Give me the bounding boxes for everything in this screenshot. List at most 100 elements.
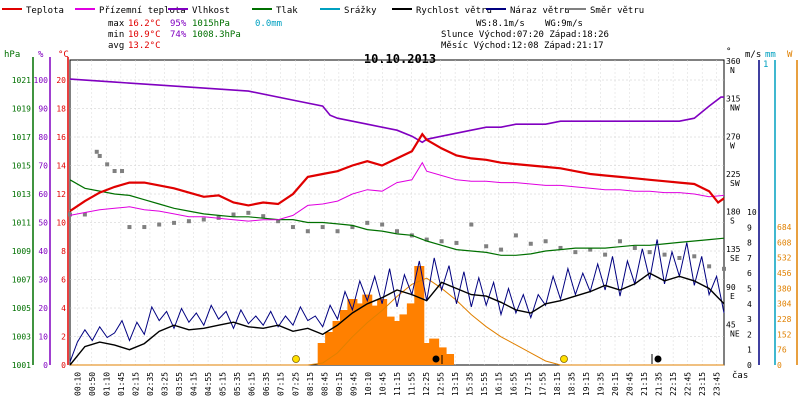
info-sun: Slunce Východ:07:20 Západ:18:26 [441, 30, 609, 40]
tick-ms: 0 [747, 361, 752, 370]
tick-x: 10:45 [378, 372, 387, 396]
tick-dir-name: S [730, 217, 735, 226]
tick-w: 76 [777, 346, 787, 355]
moonrise-icon [432, 355, 440, 363]
tick-ms: 2 [747, 330, 752, 339]
wind-dir-point [439, 239, 444, 244]
wind-dir-point [94, 149, 99, 154]
tick-temp: 8 [61, 247, 66, 256]
tick-dir-name: NE [730, 329, 740, 338]
info-ws: WS:8.1m/s [476, 19, 525, 29]
wind-dir-point [201, 217, 206, 222]
wind-dir-point [677, 255, 682, 260]
summary-min-press: 1008.3hPa [192, 30, 241, 40]
tick-dir-deg: 225 [726, 170, 741, 179]
tick-x: 08:15 [306, 372, 315, 396]
tick-x: 19:15 [582, 372, 591, 396]
tick-w: 0 [777, 361, 782, 370]
wind-dir-point [662, 252, 667, 257]
moonset-icon [654, 355, 662, 363]
series-humidity [69, 78, 724, 144]
summary: max 16.2°C 95% 1015hPa 0.0mm min 10.9°C … [108, 19, 282, 51]
wind-dir-point [588, 247, 593, 252]
wind-dir-point [231, 212, 236, 217]
wind-dir-point [380, 222, 385, 227]
tick-hpa: 1015 [12, 162, 31, 171]
wind-dir-point [722, 266, 726, 271]
tick-pct: 70 [38, 162, 48, 171]
tick-ms: 5 [747, 285, 752, 294]
tick-x: 07:25 [291, 372, 300, 396]
axis-units: hPa % °C ° m/s mm W 1 čas [4, 47, 793, 381]
tick-x: 18:35 [567, 372, 576, 396]
x-axis-labels: 00:10 00:50 01:10 01:45 02:15 02:35 03:25 03:55… [73, 372, 721, 396]
wind-dir-point [290, 225, 295, 230]
wind-dir-point [395, 229, 399, 234]
tick-pct: 50 [38, 219, 48, 228]
tick-hpa: 1021 [12, 76, 31, 85]
tick-temp: 18 [56, 105, 66, 114]
legend-smer-vetru: Směr větru [590, 6, 644, 16]
wind-dir-point [68, 212, 72, 217]
rain-bar [354, 303, 365, 365]
wind-dir-point [617, 239, 622, 244]
summary-max-label: max [108, 19, 125, 29]
tick-x: 03:25 [160, 372, 169, 396]
wind-dir-point [112, 169, 117, 174]
tick-ms: 6 [747, 269, 752, 278]
wind-dir-point [513, 233, 518, 238]
wind-dir-point [484, 244, 489, 249]
unit-pct: % [38, 50, 44, 60]
tick-dir-name: SE [730, 254, 740, 263]
summary-max-rain: 0.0mm [255, 19, 282, 29]
tick-temp: 4 [61, 304, 66, 313]
series-pressure [69, 179, 725, 256]
wind-dir-point [558, 245, 563, 250]
tick-hpa: 1011 [12, 219, 31, 228]
tick-x: 01:45 [117, 372, 126, 396]
unit-w: W [787, 50, 793, 60]
rain-bar [332, 321, 343, 365]
rain-bar [429, 338, 440, 365]
tick-x: 00:50 [88, 372, 97, 396]
sunset-icon [560, 355, 568, 363]
summary-min-label: min [108, 30, 124, 40]
wind-dir-point [186, 219, 191, 224]
tick-pct: 100 [34, 76, 49, 85]
tick-x: 06:15 [248, 372, 257, 396]
tick-x: 20:15 [611, 372, 620, 396]
unit-mm: mm [765, 50, 776, 60]
tick-x: 17:15 [524, 372, 533, 396]
tick-dir-deg: 360 [726, 57, 741, 66]
tick-pct: 60 [38, 190, 48, 199]
tick-x: 09:45 [349, 372, 358, 396]
tick-x: 07:15 [277, 372, 286, 396]
legend-prizemni-teplota: Přízemní teplota [99, 6, 186, 16]
tick-x: 17:55 [538, 372, 547, 396]
tick-dir-name: N [730, 66, 735, 75]
tick-x: 12:55 [437, 372, 446, 396]
tick-w: 380 [777, 284, 792, 293]
tick-x: 06:35 [262, 372, 271, 396]
chart-title: 10.10.2013 [364, 52, 436, 66]
wind-dir-point [365, 220, 370, 225]
wind-dir-point [647, 250, 652, 255]
tick-ms: 1 [747, 346, 752, 355]
wind-dir-point [105, 162, 110, 167]
wind-dir-point [261, 214, 266, 219]
series-solar [70, 277, 724, 366]
tick-x: 21:15 [640, 372, 649, 396]
series-wind-gust [69, 239, 725, 363]
summary-min-temp: 10.9°C [128, 30, 161, 40]
tick-temp: 10 [56, 219, 66, 228]
rain-bar [369, 305, 380, 365]
unit-deg: ° [726, 47, 731, 57]
series-ground-temp [69, 161, 725, 222]
info-block: WS:8.1m/s WG:9m/s Slunce Východ:07:20 Zá… [441, 19, 609, 51]
tick-x: 11:15 [393, 372, 402, 396]
tick-pct: 30 [38, 276, 48, 285]
tick-x: 08:45 [320, 372, 329, 396]
wind-dir-point [157, 222, 162, 227]
